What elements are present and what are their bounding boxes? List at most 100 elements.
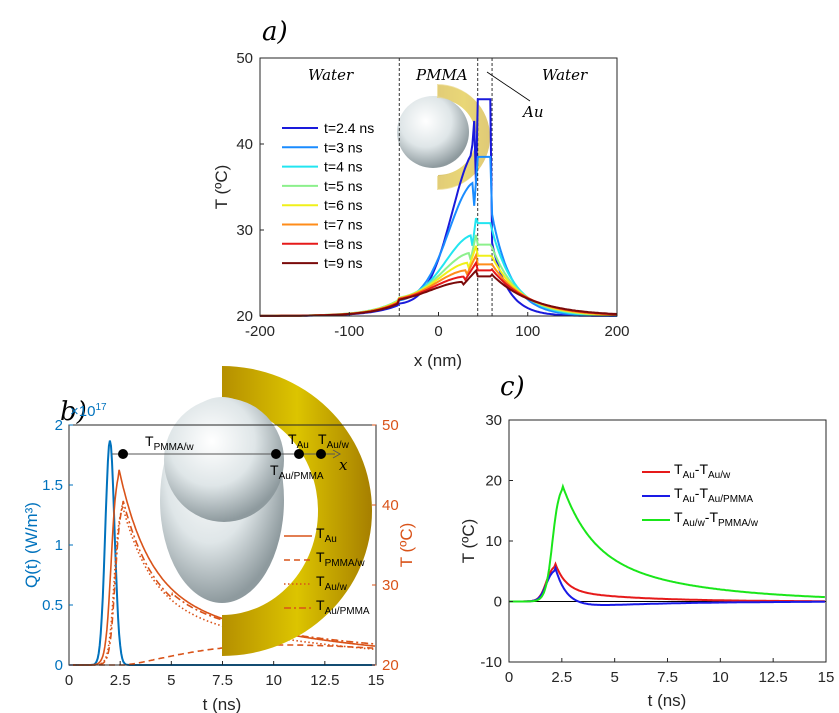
label-t-pmma-w: TPMMA/w <box>145 433 194 453</box>
axes-box-c <box>508 419 827 663</box>
point-au-w <box>316 449 326 459</box>
sphere-a <box>397 96 469 168</box>
x-tick-label-b: 7.5 <box>212 672 233 689</box>
label-t-au-w: TAu/w <box>318 431 350 451</box>
difference-line-1 <box>509 565 825 606</box>
region-water-right: Water <box>542 66 588 84</box>
y-tick-label-left-b: 1.5 <box>42 477 63 494</box>
panel-label-b: b) <box>60 397 87 427</box>
difference-line-2 <box>509 483 825 603</box>
nanoparticle-illustration-b <box>160 366 372 656</box>
legend-label-b: TAu/w <box>316 573 348 593</box>
panel-a: -200 -100 0 100 200 20 30 40 50 Water PMMA Water… <box>212 50 630 370</box>
exponent-label: ×1017 <box>70 402 107 420</box>
x-tick-label-b: 15 <box>368 672 385 689</box>
panel-label-c: c) <box>500 372 525 402</box>
legend-label-a: t=8 ns <box>324 236 363 252</box>
x-tick-label-a: -200 <box>245 323 275 340</box>
x-tick-label-b: 10 <box>265 672 282 689</box>
profile-line-5 <box>260 252 618 317</box>
y-tick-label-left-b: 1 <box>55 537 63 554</box>
y-tick-label-a: 20 <box>236 308 253 325</box>
legend-label-a: t=6 ns <box>324 197 363 213</box>
x-letter: x <box>339 456 348 474</box>
y-tick-label-right-b: 40 <box>382 497 399 514</box>
point-au <box>294 449 304 459</box>
x-tick-label-a: 100 <box>515 323 540 340</box>
difference-line-0 <box>509 561 825 603</box>
y-tick-label-c: -10 <box>480 654 502 671</box>
x-tick-label-c: 2.5 <box>551 669 572 686</box>
x-axis-arrowhead <box>332 449 342 459</box>
legend-label-c: TAu-TAu/w <box>674 461 731 481</box>
y-tick-label-right-b: 30 <box>382 577 399 594</box>
legend-c: TAu-TAu/w TAu-TAu/PMMA TAu/w-TPMMA/w <box>642 461 759 529</box>
point-pmma-w <box>118 449 128 459</box>
x-tick-label-b: 2.5 <box>110 672 131 689</box>
legend-label-a: t=9 ns <box>324 255 363 271</box>
x-tick-label-c: 10 <box>712 669 729 686</box>
curves-c <box>509 483 825 606</box>
y-tick-label-right-b: 50 <box>382 417 399 434</box>
region-au: Au <box>521 103 544 121</box>
x-tick-label-c: 0 <box>505 669 513 686</box>
x-tick-label-a: 0 <box>434 323 442 340</box>
region-water-left: Water <box>308 66 354 84</box>
panel-label-a: a) <box>262 17 288 47</box>
au-pointer-line <box>486 71 531 102</box>
legend-label-b: TAu/PMMA <box>316 597 370 617</box>
panel-b: TPMMA/w TAu/PMMA TAu TAu/w x 0 2.5 5 7.5 10 1… <box>22 366 416 713</box>
profile-line-3 <box>260 234 618 317</box>
x-tick-label-b: 5 <box>167 672 175 689</box>
temperature-profiles <box>260 98 618 317</box>
label-t-au: TAu <box>288 431 309 451</box>
x-tick-label-c: 15 <box>818 669 835 686</box>
legend-label-a: t=7 ns <box>324 217 363 233</box>
y-tick-label-left-b: 0 <box>55 657 63 674</box>
y-tick-label-c: 10 <box>485 533 502 550</box>
x-axis-label-c: t (ns) <box>648 691 687 710</box>
y-axis-label-c: T (ºC) <box>459 519 478 564</box>
legend-label-a: t=4 ns <box>324 159 363 175</box>
y-axis-label-a: T (ºC) <box>212 165 231 210</box>
ticks-a: -200 -100 0 100 200 20 30 40 50 <box>236 50 629 340</box>
legend-a: t=2.4 ns t=3 ns t=4 ns t=5 ns t=6 ns t=7 ns t=… <box>282 120 374 271</box>
sphere-b-top <box>164 398 284 522</box>
x-tick-label-c: 7.5 <box>657 669 678 686</box>
profile-line-7 <box>260 268 618 317</box>
y-tick-label-c: 30 <box>485 412 502 429</box>
profile-line-2 <box>260 217 617 317</box>
x-axis-label-a: x (nm) <box>414 351 462 370</box>
legend-label-a: t=3 ns <box>324 139 363 155</box>
x-tick-label-b: 0 <box>65 672 73 689</box>
legend-label-c: TAu-TAu/PMMA <box>674 485 753 505</box>
x-tick-label-c: 12.5 <box>759 669 788 686</box>
y-axis-label-left-b: Q(t) (W/m³) <box>22 502 41 588</box>
y-tick-label-left-b: 2 <box>55 417 63 434</box>
legend-b: TAu TPMMA/w TAu/w TAu/PMMA <box>284 525 370 617</box>
y-axis-label-right-b: T (ºC) <box>397 523 416 568</box>
gold-shell-b <box>222 366 372 656</box>
y-tick-label-a: 40 <box>236 136 253 153</box>
y-tick-label-c: 0 <box>494 594 502 611</box>
x-tick-label-c: 5 <box>610 669 618 686</box>
legend-label-c: TAu/w-TPMMA/w <box>674 509 759 529</box>
x-tick-label-a: 200 <box>604 323 629 340</box>
y-tick-label-a: 30 <box>236 222 253 239</box>
legend-label-a: t=5 ns <box>324 178 363 194</box>
y-tick-label-a: 50 <box>236 50 253 67</box>
legend-label-b: TAu <box>316 525 337 545</box>
label-t-au-pmma: TAu/PMMA <box>270 462 324 482</box>
point-au-pmma <box>271 449 281 459</box>
ticks-b: 0 2.5 5 7.5 10 12.5 15 0 0.5 1 1.5 2 20 30 40 50 <box>42 417 399 689</box>
x-tick-label-a: -100 <box>334 323 364 340</box>
y-tick-label-c: 20 <box>485 473 502 490</box>
x-axis-label-b: t (ns) <box>203 695 242 713</box>
x-tick-label-b: 12.5 <box>310 672 339 689</box>
legend-label-a: t=2.4 ns <box>324 120 374 136</box>
y-tick-label-left-b: 0.5 <box>42 597 63 614</box>
legend-label-b: TPMMA/w <box>316 549 365 569</box>
region-pmma: PMMA <box>415 66 468 84</box>
